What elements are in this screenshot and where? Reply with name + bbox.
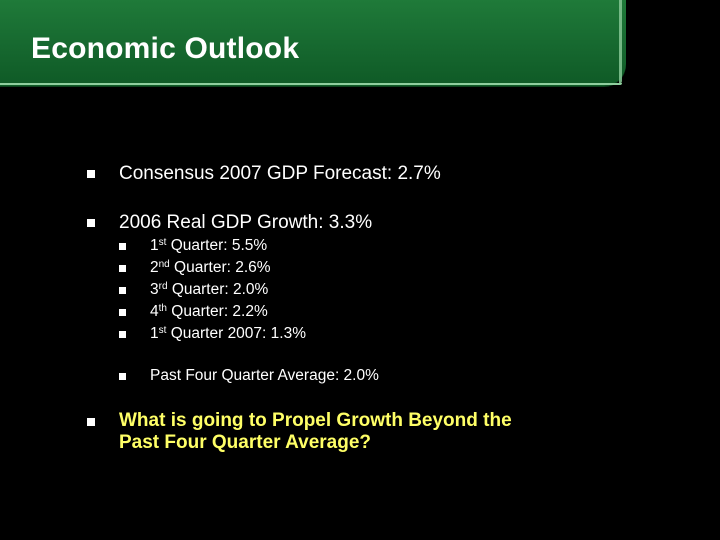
square-bullet-icon [87, 418, 95, 426]
slide-title: Economic Outlook [31, 32, 300, 65]
quarter-ordinal: 1 [150, 237, 159, 254]
quarter-value: Quarter: 2.0% [167, 281, 269, 298]
square-bullet-icon [119, 243, 126, 250]
square-bullet-icon [87, 219, 95, 227]
quarter-value: Quarter: 2.2% [166, 303, 268, 320]
quarter-ordinal: 4 [150, 303, 159, 320]
square-bullet-icon [87, 170, 95, 178]
quarter-ordinal: 2 [150, 259, 159, 276]
quarter-ordinal-suffix: nd [158, 259, 170, 270]
square-bullet-icon [119, 373, 126, 380]
quarter-value: Quarter 2007: 1.3% [166, 325, 306, 342]
quarter-value: Quarter: 5.5% [166, 237, 268, 254]
title-bar-edge [0, 83, 622, 85]
quarter-ordinal-suffix: st [158, 325, 167, 336]
bullet-average: Past Four Quarter Average: 2.0% [150, 367, 379, 384]
quarter-ordinal-suffix: st [158, 237, 167, 248]
quarter-ordinal-suffix: th [158, 303, 167, 314]
question-line-1: What is going to Propel Growth Beyond th… [119, 410, 512, 431]
quarter-value: Quarter: 2.6% [169, 259, 271, 276]
square-bullet-icon [119, 265, 126, 272]
square-bullet-icon [119, 309, 126, 316]
quarter-item-2: 2nd Quarter: 2.6% [150, 259, 271, 277]
title-bar [0, 0, 626, 86]
bullet-consensus: Consensus 2007 GDP Forecast: 2.7% [119, 163, 441, 184]
quarter-ordinal-suffix: rd [158, 281, 168, 292]
square-bullet-icon [119, 287, 126, 294]
bullet-question: What is going to Propel Growth Beyond th… [119, 410, 579, 454]
square-bullet-icon [119, 331, 126, 338]
quarter-item-5: 1st Quarter 2007: 1.3% [150, 325, 306, 343]
bullet-2006-growth: 2006 Real GDP Growth: 3.3% [119, 212, 373, 233]
question-line-2: Past Four Quarter Average? [119, 432, 372, 453]
quarter-item-3: 3rd Quarter: 2.0% [150, 281, 268, 299]
quarter-item-1: 1st Quarter: 5.5% [150, 237, 267, 255]
quarter-ordinal: 1 [150, 325, 159, 342]
quarter-item-4: 4th Quarter: 2.2% [150, 303, 268, 321]
quarter-ordinal: 3 [150, 281, 159, 298]
